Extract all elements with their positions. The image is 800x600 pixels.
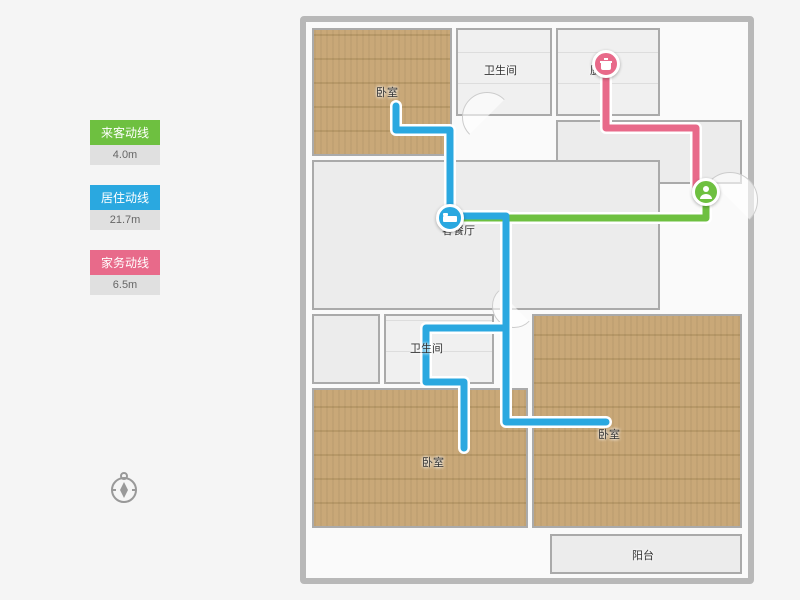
room-bed-bl <box>312 388 528 528</box>
legend: 来客动线 4.0m 居住动线 21.7m 家务动线 6.5m <box>90 120 160 315</box>
legend-value: 4.0m <box>90 145 160 165</box>
room-label-bed-tl: 卧室 <box>376 84 398 100</box>
room-label-bath-t: 卫生间 <box>484 62 517 78</box>
guest-node-icon <box>692 178 720 206</box>
legend-value: 6.5m <box>90 275 160 295</box>
legend-item-house: 家务动线 6.5m <box>90 250 160 295</box>
living-node-icon <box>436 204 464 232</box>
legend-label: 家务动线 <box>90 250 160 275</box>
room-label-bed-bl: 卧室 <box>422 454 444 470</box>
door-arc <box>462 92 512 142</box>
room-hall-l <box>312 314 380 384</box>
legend-item-living: 居住动线 21.7m <box>90 185 160 230</box>
legend-label: 来客动线 <box>90 120 160 145</box>
room-label-bed-br: 卧室 <box>598 426 620 442</box>
legend-label: 居住动线 <box>90 185 160 210</box>
room-label-bath-b: 卫生间 <box>410 340 443 356</box>
room-bed-br <box>532 314 742 528</box>
legend-value: 21.7m <box>90 210 160 230</box>
room-living <box>312 160 660 310</box>
legend-item-guest: 来客动线 4.0m <box>90 120 160 165</box>
room-label-balcony: 阳台 <box>632 547 654 563</box>
floorplan: 卧室卫生间厨房客餐厅卫生间卧室卧室阳台 <box>300 16 754 584</box>
compass-icon <box>106 470 142 506</box>
house-node-icon <box>592 50 620 78</box>
